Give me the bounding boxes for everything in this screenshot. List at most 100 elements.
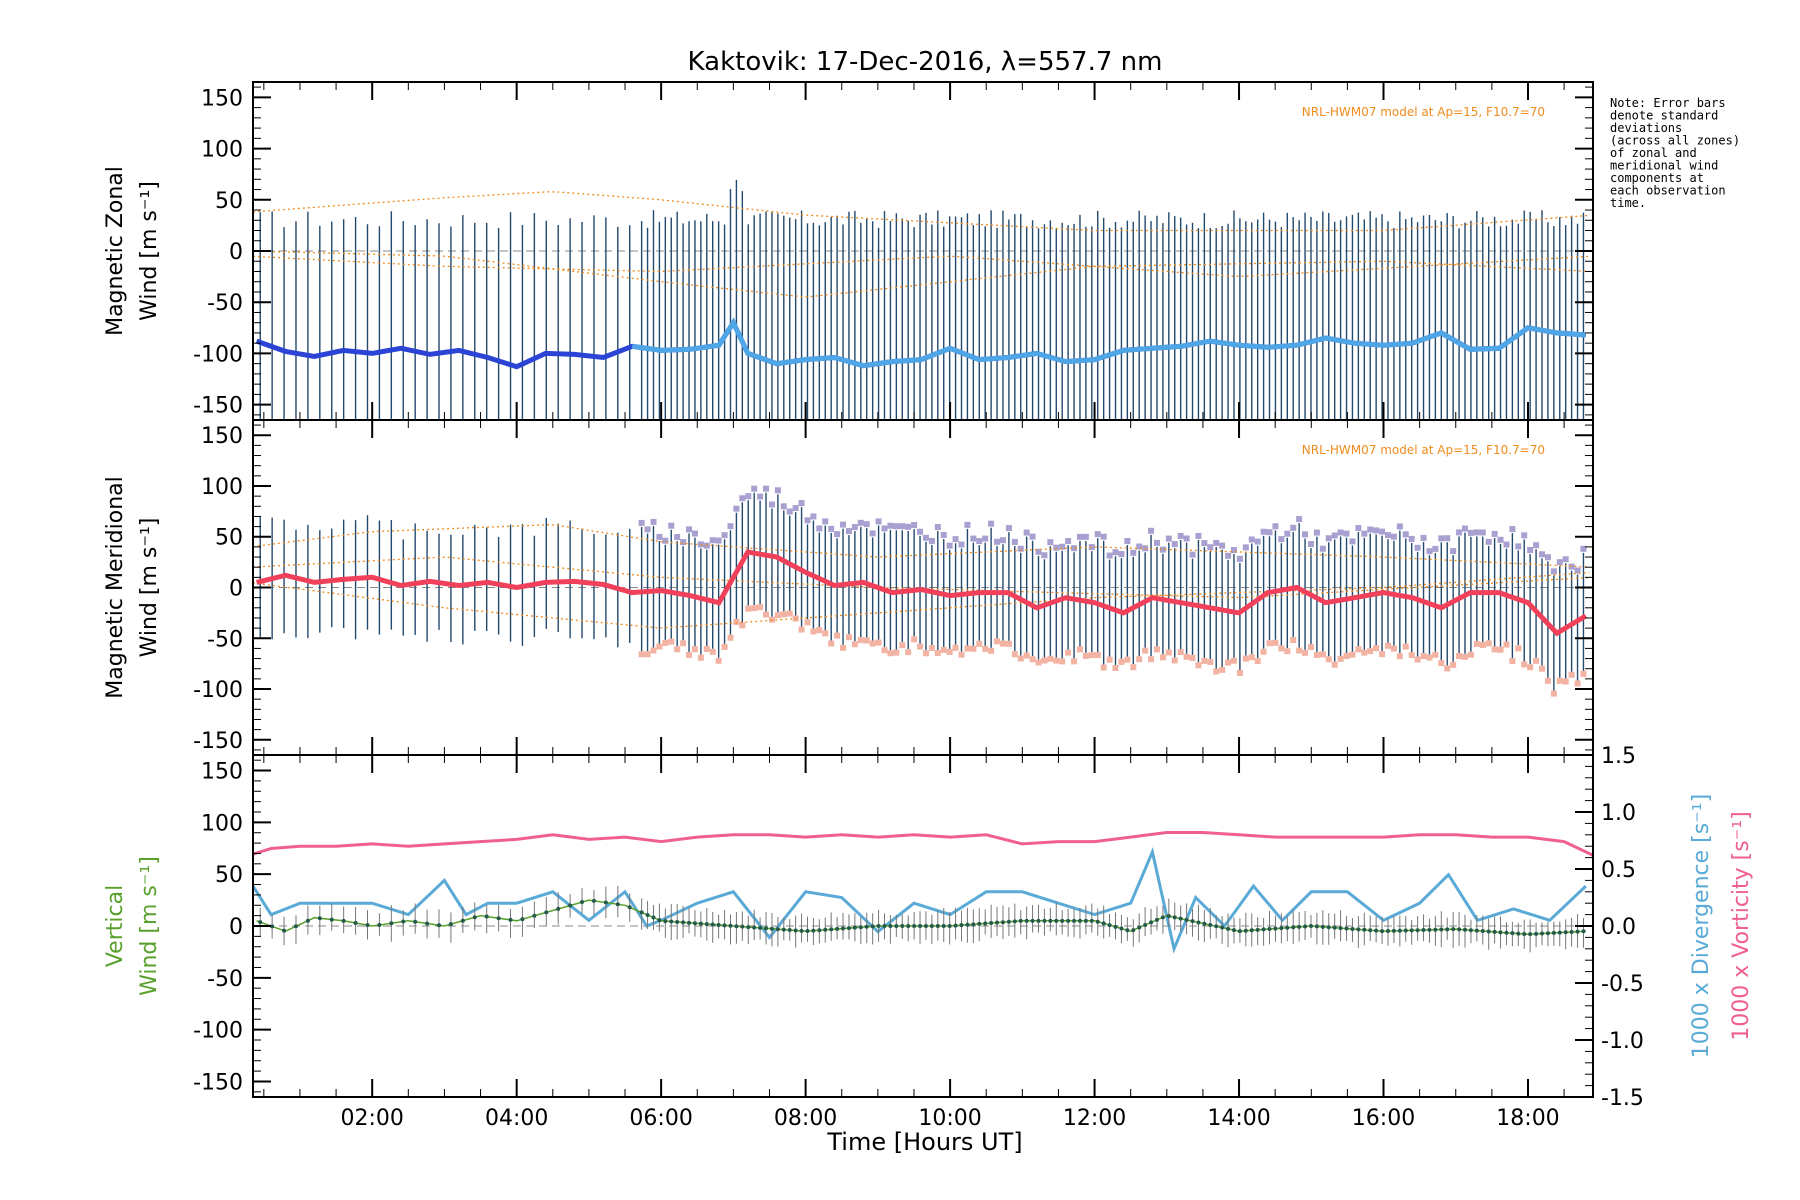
scatter-point (733, 505, 740, 512)
scatter-point (1189, 551, 1196, 558)
vertical-point (1551, 930, 1556, 935)
x-tick-label: 04:00 (485, 1106, 548, 1131)
scatter-point (745, 493, 752, 500)
scatter-point (1438, 660, 1445, 667)
y-tick-label: 150 (201, 86, 243, 111)
scatter-point (786, 508, 793, 515)
vertical-point (1137, 925, 1142, 930)
scatter-point (1461, 525, 1468, 532)
scatter-point (1450, 661, 1457, 668)
vertical-point (947, 924, 952, 928)
y-tick-label: 150 (201, 760, 243, 785)
vertical-point (793, 928, 798, 933)
scatter-point (745, 605, 752, 612)
scatter-point (1130, 664, 1137, 671)
scatter-point (934, 524, 941, 531)
panel-vertical: 1.5 1.0 0.5 0.0 -0.5 -1.0 -1.5 1000 x Divergenc… (103, 744, 1754, 1111)
y-tick-label: -100 (193, 342, 243, 367)
vertical-point (1557, 930, 1562, 935)
scatter-point (798, 500, 805, 507)
vertical-point (1208, 922, 1213, 927)
scatter-point (934, 650, 941, 657)
scatter-point (1313, 529, 1320, 536)
scatter-point (1195, 532, 1202, 539)
scatter-point (715, 657, 722, 664)
scatter-point (994, 638, 1001, 645)
scatter-point (1213, 668, 1220, 675)
scatter-point (1408, 652, 1415, 659)
vertical-point (1504, 930, 1509, 935)
vertical-point (1131, 928, 1136, 933)
divergence-axis-label: 1000 x Divergence [s⁻¹] (1689, 794, 1714, 1058)
vertical-point (1374, 928, 1379, 933)
scatter-point (1059, 658, 1066, 665)
scatter-point (650, 518, 657, 525)
y-tick-label: 0 (229, 240, 243, 265)
scatter-point (928, 644, 935, 651)
note-line: meridional wind (1610, 159, 1718, 173)
scatter-point (1550, 690, 1557, 697)
scatter-point (1527, 546, 1534, 553)
scatter-point (1456, 529, 1463, 536)
vertical-point (591, 898, 596, 903)
panel-zonal: NRL-HWM07 model at Ap=15, F10.7=70 150 100… (103, 81, 1594, 421)
scatter-point (964, 521, 971, 528)
vertical-point (1427, 927, 1432, 932)
scatter-point (1201, 540, 1208, 547)
vertical-point (258, 920, 263, 925)
vertical-point (496, 916, 501, 921)
vertical-point (1083, 918, 1088, 923)
scatter-point (1539, 551, 1546, 558)
vertical-point (1006, 919, 1011, 924)
vertical-point (758, 925, 763, 930)
scatter-point (1082, 533, 1089, 540)
vertical-point (580, 900, 585, 905)
vertical-point (1160, 915, 1165, 920)
vertical-point (1581, 929, 1586, 934)
scatter-point (1248, 654, 1255, 661)
scatter-point (851, 641, 858, 648)
vertical-point (1042, 918, 1047, 923)
scatter-point (1296, 516, 1303, 523)
scatter-point (970, 535, 977, 542)
scatter-point (1278, 645, 1285, 652)
scatter-point (1254, 538, 1261, 545)
vertical-point (1415, 928, 1420, 933)
panel-meridional: NRL-HWM07 model at Ap=15, F10.7=70 150 100… (103, 419, 1594, 756)
scatter-point (1017, 545, 1024, 552)
vertical-point (401, 919, 406, 924)
vertical-point (681, 920, 686, 925)
scatter-point (1515, 543, 1522, 550)
vertical-point (1267, 926, 1272, 931)
scatter-point (1035, 659, 1042, 666)
scatter-point (1242, 655, 1249, 662)
y-tick-label: 50 (215, 526, 243, 551)
model-label: NRL-HWM07 model at Ap=15, F10.7=70 (1302, 105, 1545, 119)
scatter-point (780, 503, 787, 510)
scatter-point (1479, 529, 1486, 536)
x-axis-label: Time [Hours UT] (826, 1128, 1022, 1156)
scatter-point (703, 645, 710, 652)
vertical-point (1362, 927, 1367, 932)
scatter-point (774, 487, 781, 494)
vertical-point (1048, 918, 1053, 923)
scatter-point (709, 648, 716, 655)
vertical-point (906, 924, 911, 928)
note-line: time. (1610, 196, 1646, 210)
divergence-line (253, 846, 1587, 954)
vertical-point (1545, 931, 1550, 936)
y-tick-label: 50 (215, 189, 243, 214)
model-curve (253, 571, 1590, 629)
scatter-point (1533, 542, 1540, 549)
scatter-point (1562, 556, 1569, 563)
vertical-point (353, 921, 358, 926)
y-tick-label: -100 (193, 678, 243, 703)
scatter-point (899, 523, 906, 530)
scatter-point (1467, 529, 1474, 536)
scatter-point (1165, 535, 1172, 542)
vertical-point (460, 918, 465, 923)
scatter-point (1373, 645, 1380, 652)
scatter-point (1485, 538, 1492, 545)
scatter-point (828, 525, 835, 532)
